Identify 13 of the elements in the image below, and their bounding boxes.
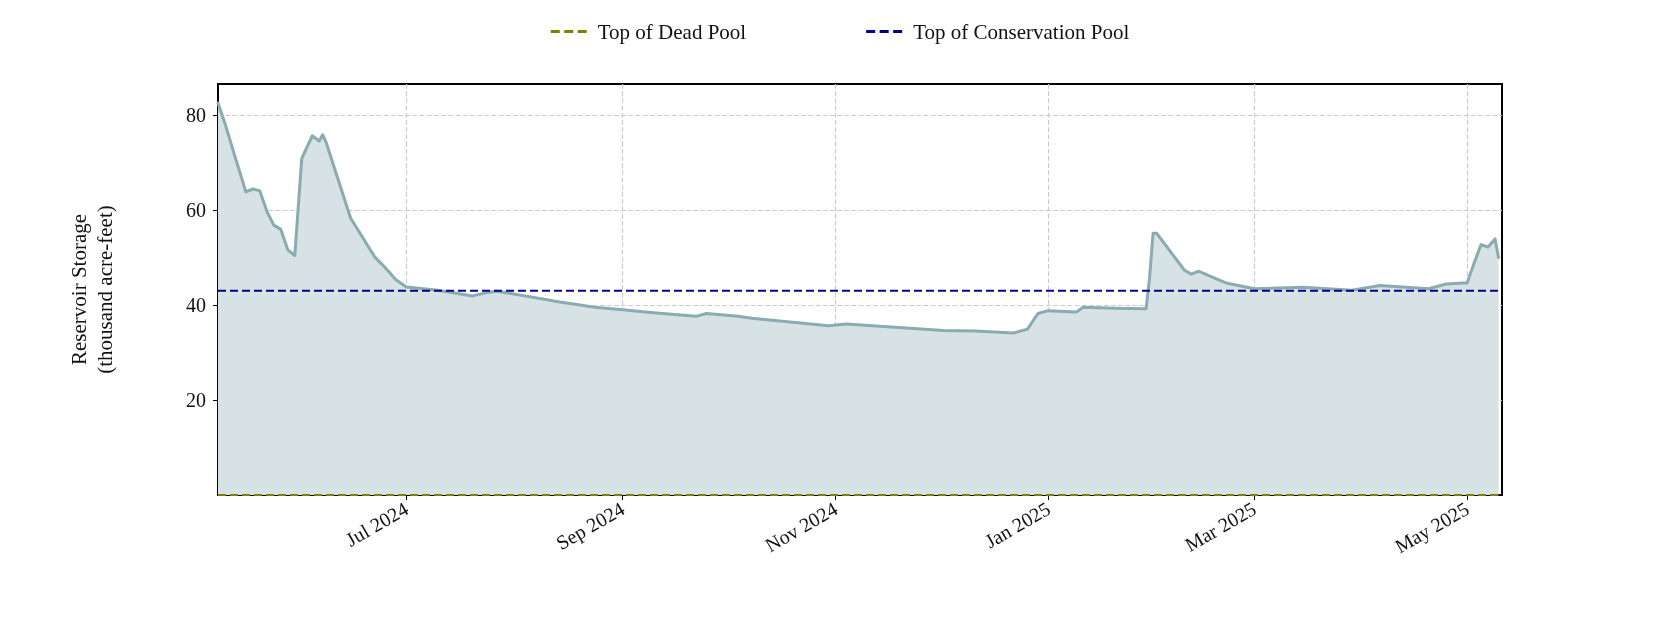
y-axis-title: Reservoir Storage (thousand acre-feet) bbox=[67, 205, 117, 374]
x-tick-label: Jul 2024 bbox=[341, 497, 412, 551]
y-tick-label: 40 bbox=[186, 293, 206, 316]
x-tick-label: May 2025 bbox=[1390, 497, 1474, 559]
legend-label: Top of Dead Pool bbox=[597, 19, 747, 44]
x-tick-label: Nov 2024 bbox=[761, 497, 842, 557]
y-tick-label: 80 bbox=[186, 103, 206, 126]
x-tick-label: Mar 2025 bbox=[1180, 497, 1260, 556]
x-tick-label: Jan 2025 bbox=[980, 497, 1054, 553]
legend-label: Top of Conservation Pool bbox=[913, 19, 1130, 44]
y-tick-label: 20 bbox=[186, 388, 206, 411]
y-tick-label: 60 bbox=[186, 198, 206, 221]
x-tick-label: Sep 2024 bbox=[552, 497, 629, 555]
